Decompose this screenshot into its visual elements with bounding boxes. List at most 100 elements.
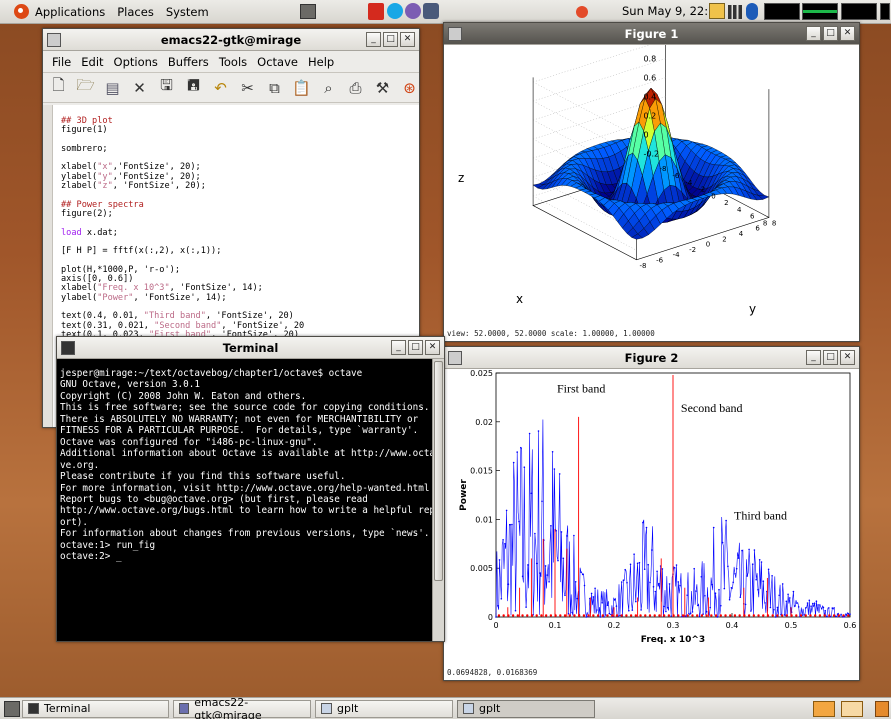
figure2-plot-area[interactable]: 0 0.1 0.2 0.3 0.4 0.5 0.6 0 0.005 0.01 0.015 0.02 0.…	[444, 369, 859, 680]
red-series-point	[837, 614, 840, 617]
clock[interactable]: Sun May 9, 22:34	[622, 4, 723, 18]
ubuntu-logo-icon[interactable]	[14, 4, 29, 19]
figure1-titlebar[interactable]: Figure 1 _ □ ✕	[444, 23, 859, 45]
code-token: sombrero;	[61, 143, 108, 154]
minimize-button[interactable]: _	[391, 340, 406, 355]
maximize-button[interactable]: □	[823, 350, 838, 365]
back-icon[interactable]	[423, 3, 439, 19]
show-desktop-icon[interactable]	[300, 4, 316, 19]
taskbar-item-emacs[interactable]: emacs22-gtk@mirage	[173, 696, 311, 719]
workspace-2[interactable]	[841, 701, 863, 717]
menu-places[interactable]: Places	[117, 4, 154, 19]
red-series-point	[540, 614, 543, 617]
code-token: ylabel(	[61, 292, 98, 303]
blue-series-point	[525, 606, 527, 608]
new-file-icon[interactable]: 🗋	[52, 76, 65, 94]
pdf-icon[interactable]	[368, 3, 384, 20]
cut-icon[interactable]: ✂	[241, 78, 254, 97]
skype-icon[interactable]	[387, 3, 403, 19]
blue-series-point	[709, 606, 711, 609]
help-icon[interactable]: ⊛	[403, 78, 416, 97]
terminal-scrollbar[interactable]	[432, 359, 444, 641]
dired-icon[interactable]: ▤	[105, 78, 120, 97]
close-button[interactable]: ✕	[840, 350, 855, 365]
menu-file[interactable]: File	[52, 54, 72, 69]
kill-buffer-icon[interactable]: ✕	[133, 78, 146, 97]
xaxis-tick-label: 0	[493, 621, 498, 630]
code-line	[61, 136, 419, 145]
copy-icon[interactable]: ⧉	[269, 78, 280, 97]
red-series-point	[596, 614, 600, 617]
save-icon[interactable]: 🖫	[160, 76, 173, 94]
blue-series-point	[817, 604, 819, 606]
menu-edit[interactable]: Edit	[81, 54, 104, 69]
minimize-button[interactable]: _	[806, 350, 821, 365]
show-desktop-button[interactable]	[4, 700, 20, 717]
maximize-button[interactable]: □	[408, 340, 423, 355]
menu-tools[interactable]: Tools	[218, 54, 248, 69]
code-line: sombrero;	[61, 143, 419, 154]
terminal-line: Copyright (C) 2008 John W. Eaton and oth…	[60, 390, 307, 402]
undo-icon[interactable]: ↶	[214, 78, 227, 97]
terminal-line: For information about changes from previ…	[60, 528, 430, 540]
figure1-window-icon[interactable]	[448, 26, 462, 41]
menu-options[interactable]: Options	[113, 54, 158, 69]
maximize-button[interactable]: □	[823, 26, 838, 41]
pidgin-icon[interactable]	[405, 3, 421, 19]
blue-series-point	[705, 610, 708, 613]
code-line: [F H P] = fftf(x(:,2), x(:,1));	[61, 247, 419, 256]
menu-buffers[interactable]: Buffers	[167, 54, 209, 69]
yaxis-label: Power	[459, 479, 469, 511]
menu-system[interactable]: System	[165, 4, 209, 19]
emacs-window-icon[interactable]	[47, 32, 61, 47]
scroll-thumb[interactable]	[434, 361, 443, 581]
terminal-titlebar[interactable]: Terminal _ □ ✕	[57, 337, 444, 359]
menu-octave[interactable]: Octave	[257, 54, 298, 69]
menu-applications[interactable]: Applications	[35, 4, 106, 19]
bluetooth-icon[interactable]	[746, 3, 758, 20]
minimize-button[interactable]: _	[366, 32, 381, 47]
save-as-icon[interactable]: 🖪	[187, 76, 200, 94]
paste-icon[interactable]: 📋	[292, 78, 311, 97]
red-series-point	[695, 614, 699, 617]
blue-series-point	[649, 581, 651, 584]
close-button[interactable]: ✕	[400, 32, 415, 47]
close-button[interactable]: ✕	[840, 26, 855, 41]
yaxis-tick-label: -2	[689, 246, 696, 254]
menu-help[interactable]: Help	[307, 54, 335, 69]
signal-icon[interactable]	[728, 5, 742, 19]
preferences-icon[interactable]: ⚒	[375, 78, 390, 97]
trash-icon[interactable]	[875, 701, 889, 717]
yaxis-tick-label: 0.025	[470, 369, 493, 378]
taskbar-item-gplt-1[interactable]: gplt	[315, 699, 453, 718]
maximize-button[interactable]: □	[383, 32, 398, 47]
terminal-output[interactable]: jesper@mirage:~/text/octavebog/chapter1/…	[57, 359, 432, 641]
figure2-window-icon[interactable]	[448, 350, 462, 365]
monitor-icon[interactable]	[709, 3, 725, 19]
taskbar-item-gplt-2[interactable]: gplt	[457, 699, 595, 718]
print-icon[interactable]: ⎙	[349, 78, 362, 97]
blue-series-point	[773, 608, 775, 611]
blue-series-point	[675, 564, 678, 566]
terminal-line: GNU Octave, version 3.0.1	[60, 379, 200, 391]
workspace-1[interactable]	[813, 701, 835, 717]
window-icon	[463, 703, 474, 714]
code-line: figure(1)	[61, 126, 419, 135]
code-token: axis([0, 0.6])	[61, 274, 134, 285]
network-icon[interactable]	[576, 6, 588, 18]
blue-series-point	[624, 568, 626, 571]
terminal-window-icon[interactable]	[61, 340, 75, 355]
taskbar-item-terminal[interactable]: Terminal	[22, 699, 169, 718]
blue-series-point	[640, 609, 642, 611]
open-folder-icon[interactable]: 🗁	[76, 76, 95, 94]
search-icon[interactable]: ⌕	[324, 78, 333, 97]
minimize-button[interactable]: _	[806, 26, 821, 41]
code-line: text(0.1, 0.023, "First band", 'FontSize…	[61, 330, 419, 340]
code-token: zlabel(	[61, 181, 98, 192]
figure2-titlebar[interactable]: Figure 2 _ □ ✕	[444, 347, 859, 369]
blue-series-point	[527, 564, 529, 566]
close-button[interactable]: ✕	[425, 340, 440, 355]
emacs-titlebar[interactable]: emacs22-gtk@mirage _ □ ✕	[43, 29, 419, 51]
